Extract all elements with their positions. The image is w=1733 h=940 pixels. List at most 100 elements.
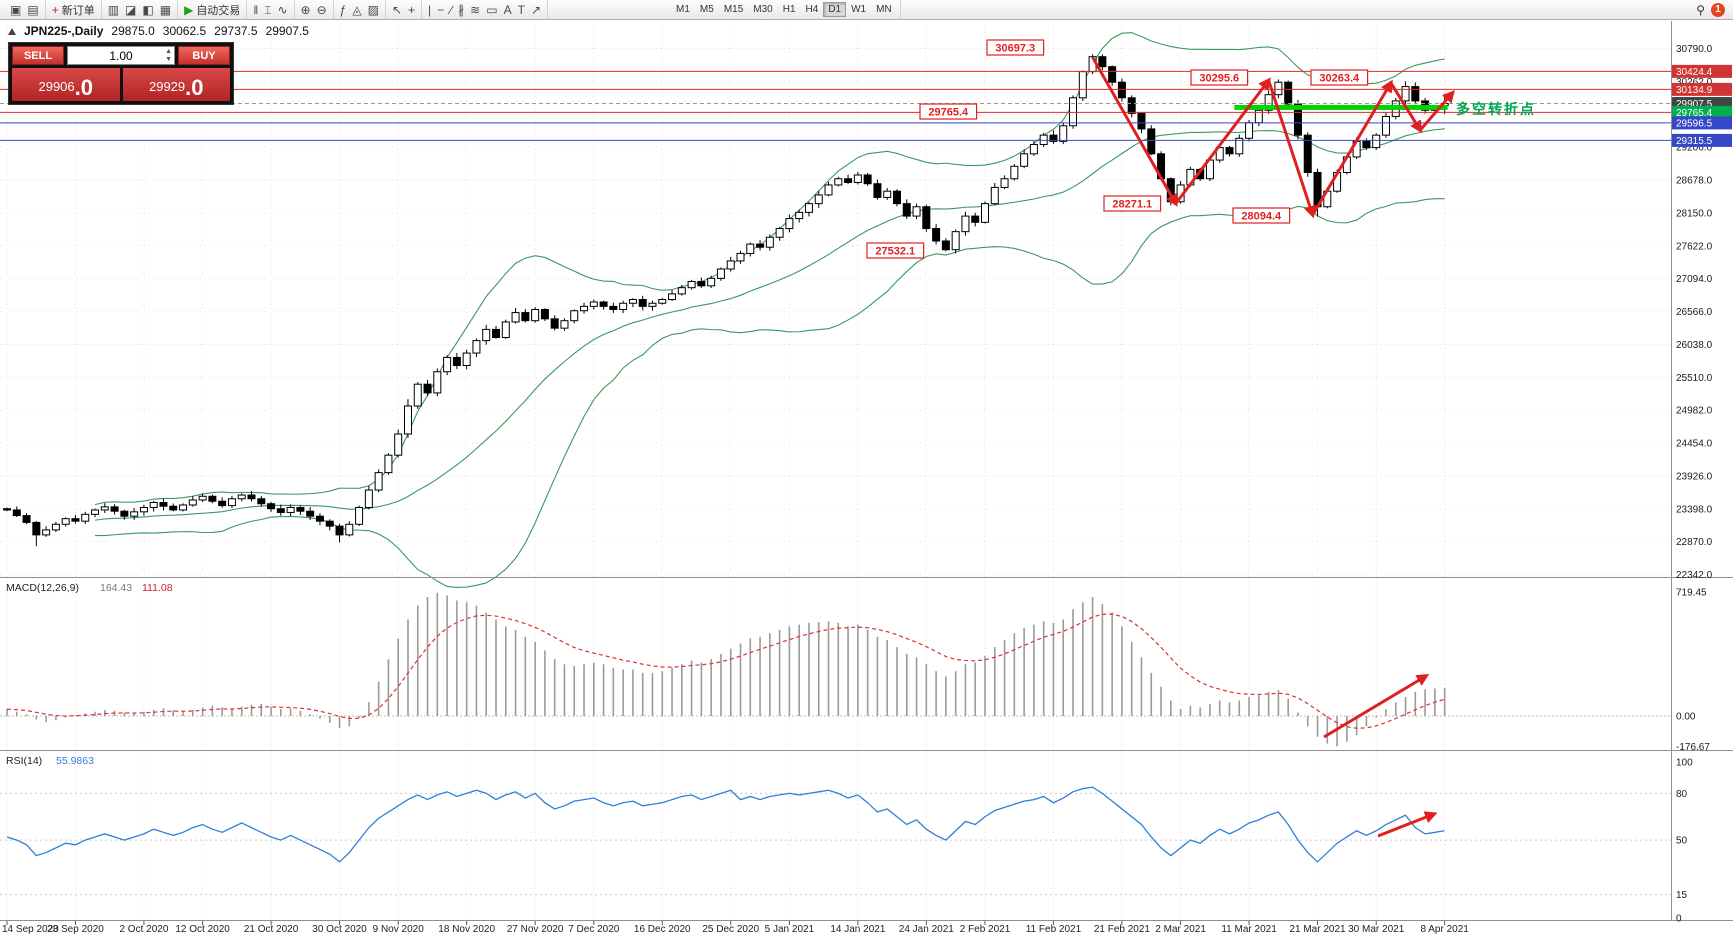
macd-signal-line: [6, 613, 1445, 729]
svg-text:30134.9: 30134.9: [1676, 85, 1713, 96]
price-scale[interactable]: 30790.030262.029734.029206.028678.028150…: [1676, 44, 1713, 924]
timeframe-mn-button[interactable]: MN: [871, 2, 897, 17]
svg-text:50: 50: [1676, 836, 1688, 847]
timeframe-m5-button[interactable]: M5: [695, 2, 719, 17]
data-window-button[interactable]: ◪: [122, 1, 139, 19]
timeframe-h1-button[interactable]: H1: [778, 2, 801, 17]
buy-price[interactable]: 29929.0: [122, 68, 230, 101]
lot-size-field[interactable]: 1.00 ▲ ▼: [67, 46, 175, 65]
price-label-annotations[interactable]: 30697.3 30295.6 30263.4 29765.4 28271.1 28094…: [866, 39, 1369, 259]
rsi-line: [0, 786, 1671, 896]
equidistant-channel-button[interactable]: ∦: [455, 1, 467, 19]
horizontal-line-icon: −: [437, 2, 445, 17]
svg-text:30 Mar 2021: 30 Mar 2021: [1348, 924, 1405, 935]
timeframe-d1-button[interactable]: D1: [823, 2, 847, 17]
new-chart-icon: ▣: [10, 2, 22, 17]
chart-title: JPN225-,Daily 29875.0 30062.5 29737.5 29…: [8, 24, 309, 38]
new-order-button[interactable]: + 新订单: [49, 1, 98, 19]
svg-text:21 Mar 2021: 21 Mar 2021: [1289, 924, 1346, 935]
support-zone-bar[interactable]: [1234, 104, 1448, 110]
sell-price[interactable]: 29906.0: [12, 68, 120, 101]
timeframe-m1-button[interactable]: M1: [671, 2, 695, 17]
svg-text:14 Sep 2020: 14 Sep 2020: [2, 924, 59, 935]
svg-text:24 Jan 2021: 24 Jan 2021: [899, 924, 954, 935]
autotrading-button[interactable]: ▶ 自动交易: [181, 1, 243, 19]
line-chart-icon: ∿: [277, 2, 288, 17]
lot-up-icon[interactable]: ▲: [165, 48, 172, 55]
template-button[interactable]: ▨: [365, 1, 382, 19]
chart-profiles-button[interactable]: ▤: [24, 1, 41, 19]
svg-text:2 Mar 2021: 2 Mar 2021: [1155, 924, 1206, 935]
zoom-out-icon: ⊖: [316, 2, 327, 17]
arrow-tools-icon: ↗: [530, 2, 541, 17]
cursor-button[interactable]: ↖: [389, 1, 405, 19]
svg-text:80: 80: [1676, 789, 1688, 800]
market-watch-icon: ▥: [107, 2, 120, 17]
buy-button[interactable]: BUY: [178, 46, 230, 65]
svg-text:-176.67: -176.67: [1676, 742, 1710, 753]
fibonacci-button[interactable]: ≋: [467, 1, 483, 19]
svg-text:28094.4: 28094.4: [1241, 211, 1282, 223]
toolbar-right: ⚲ 1: [1696, 2, 1729, 17]
svg-text:RSI(14): RSI(14): [6, 755, 42, 767]
rsi-arrow[interactable]: [1377, 811, 1438, 838]
svg-text:30295.6: 30295.6: [1199, 73, 1239, 85]
svg-text:12 Oct 2020: 12 Oct 2020: [175, 924, 230, 935]
candlestick-chart-button[interactable]: ⌶: [261, 1, 274, 19]
indicators-button[interactable]: ƒ: [337, 1, 350, 19]
lot-spinner[interactable]: ▲ ▼: [165, 48, 172, 64]
ohlc-open: 29875.0: [111, 24, 155, 38]
grid: [0, 24, 1671, 920]
macd-histogram: [0, 592, 1671, 747]
svg-text:9 Nov 2020: 9 Nov 2020: [373, 924, 425, 935]
svg-text:22870.0: 22870.0: [1676, 537, 1713, 548]
text-label-button[interactable]: T: [515, 1, 528, 19]
chart-marker-icon: [8, 27, 16, 35]
line-chart-button[interactable]: ∿: [274, 1, 290, 19]
timeframe-w1-button[interactable]: W1: [846, 2, 871, 17]
shapes-button[interactable]: ▭: [483, 1, 500, 19]
svg-text:5 Jan 2021: 5 Jan 2021: [765, 924, 815, 935]
svg-text:29765.4: 29765.4: [928, 107, 969, 119]
svg-text:164.43: 164.43: [100, 582, 132, 594]
terminal-button[interactable]: ▦: [157, 1, 174, 19]
timeframe-m15-button[interactable]: M15: [719, 2, 748, 17]
search-icon[interactable]: ⚲: [1696, 2, 1705, 17]
svg-text:25510.0: 25510.0: [1676, 373, 1713, 384]
macd-arrow[interactable]: [1323, 674, 1430, 739]
text-button[interactable]: A: [501, 1, 515, 19]
lot-down-icon[interactable]: ▼: [165, 56, 172, 63]
svg-text:11 Feb 2021: 11 Feb 2021: [1026, 924, 1082, 935]
navigator-button[interactable]: ◧: [139, 1, 156, 19]
timeframe-h4-button[interactable]: H4: [801, 2, 824, 17]
arrow-tools-button[interactable]: ↗: [528, 1, 544, 19]
ohlc-low: 29737.5: [214, 24, 258, 38]
navigator-icon: ◧: [142, 2, 154, 17]
svg-text:28271.1: 28271.1: [1112, 199, 1152, 211]
svg-text:27622.0: 27622.0: [1676, 241, 1713, 252]
bar-chart-button[interactable]: ǁ: [250, 1, 261, 19]
svg-text:16 Dec 2020: 16 Dec 2020: [634, 924, 691, 935]
zoom-out-button[interactable]: ⊖: [314, 1, 330, 19]
new-chart-button[interactable]: ▣: [7, 1, 24, 19]
timeframe-m30-button[interactable]: M30: [748, 2, 777, 17]
vertical-line-button[interactable]: |: [425, 1, 434, 19]
objects-list-button[interactable]: ◬: [349, 1, 364, 19]
notifications-badge[interactable]: 1: [1711, 2, 1725, 17]
bar-chart-icon: ǁ: [253, 2, 259, 17]
svg-text:11 Mar 2021: 11 Mar 2021: [1221, 924, 1277, 935]
trend-zigzag[interactable]: [1091, 56, 1455, 219]
sell-button[interactable]: SELL: [12, 46, 64, 65]
note-text[interactable]: 多空转折点: [1456, 101, 1536, 117]
toolbar-group: | − ∕ ∦ ≋ ▭ A T ↗: [422, 0, 548, 19]
horizontal-line-button[interactable]: −: [434, 1, 447, 19]
new-order-icon: +: [51, 2, 59, 17]
crosshair-button[interactable]: +: [405, 1, 418, 19]
market-watch-button[interactable]: ▥: [105, 1, 122, 19]
trendline-button[interactable]: ∕: [447, 1, 455, 19]
svg-text:29907.5: 29907.5: [1676, 99, 1713, 110]
zoom-in-button[interactable]: ⊕: [298, 1, 314, 19]
